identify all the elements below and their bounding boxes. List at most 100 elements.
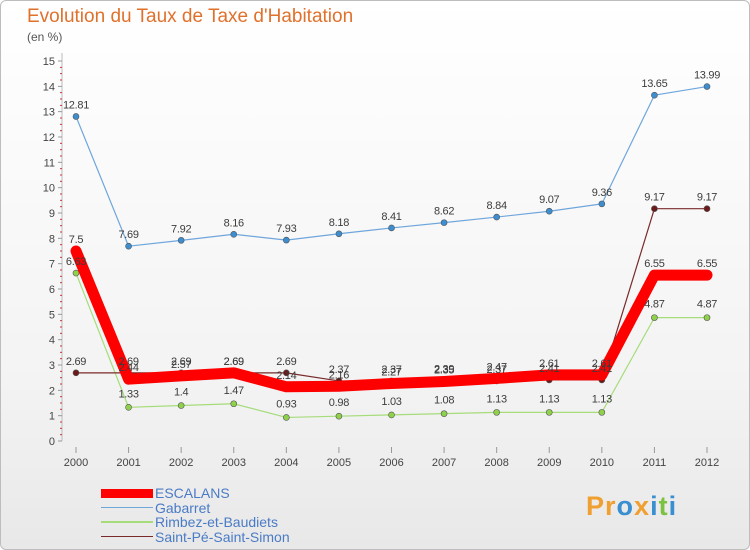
x-tick-label: 2002 bbox=[169, 457, 193, 469]
brand-part: o bbox=[616, 491, 635, 521]
data-label: 2.69 bbox=[224, 356, 244, 368]
data-label: 6.63 bbox=[66, 256, 86, 268]
data-label: 2.27 bbox=[381, 366, 401, 378]
series-point-0 bbox=[125, 375, 133, 383]
y-tick-label: 4 bbox=[49, 335, 55, 347]
series-point-0 bbox=[335, 382, 343, 390]
series-point-1 bbox=[230, 230, 238, 238]
data-label: 4.87 bbox=[644, 299, 664, 311]
y-tick-label: 0 bbox=[49, 436, 55, 448]
series-point-0 bbox=[177, 372, 185, 380]
y-tick-label: 2 bbox=[49, 385, 55, 397]
data-label: 9.07 bbox=[539, 194, 559, 206]
series-point-2 bbox=[651, 314, 658, 321]
series-point-2 bbox=[177, 402, 185, 409]
y-tick-label: 11 bbox=[44, 157, 55, 169]
y-tick-label: 10 bbox=[43, 183, 55, 195]
data-label: 2.37 bbox=[487, 364, 507, 376]
series-point-2 bbox=[388, 411, 395, 419]
data-label: 2.35 bbox=[434, 364, 454, 376]
series-point-0 bbox=[388, 379, 395, 387]
data-label: 8.62 bbox=[434, 206, 454, 218]
data-label: 2.57 bbox=[171, 359, 191, 371]
data-label: 2.69 bbox=[224, 356, 244, 368]
series-point-0 bbox=[72, 247, 80, 255]
series-point-3 bbox=[651, 205, 658, 212]
data-label: 2.61 bbox=[539, 358, 559, 370]
data-label: 7.5 bbox=[69, 234, 84, 246]
chart-subtitle: (en %) bbox=[27, 30, 63, 44]
data-label: 1.47 bbox=[224, 385, 244, 397]
data-label: 2.69 bbox=[66, 356, 86, 368]
data-label: 2.41 bbox=[539, 363, 559, 375]
data-label: 2.37 bbox=[381, 364, 401, 376]
legend-label: ESCALANS bbox=[155, 485, 230, 501]
brand-part: x bbox=[634, 491, 651, 521]
y-tick-label: 3 bbox=[49, 360, 55, 372]
x-tick-label: 2001 bbox=[116, 457, 140, 469]
y-tick-label: 14 bbox=[43, 81, 55, 93]
brand-part: Pr bbox=[586, 491, 617, 521]
data-label: 7.69 bbox=[118, 229, 138, 241]
x-tick-label: 2010 bbox=[590, 457, 614, 469]
series-point-2 bbox=[125, 404, 132, 411]
series-point-2 bbox=[703, 314, 711, 321]
series-point-1 bbox=[493, 213, 500, 221]
data-label: 2.69 bbox=[118, 356, 138, 368]
data-label: 2.16 bbox=[329, 369, 349, 381]
brand-part: t bbox=[658, 491, 669, 521]
series-point-2 bbox=[283, 414, 290, 421]
data-label: 2.69 bbox=[276, 356, 296, 368]
x-tick-label: 2011 bbox=[643, 457, 667, 469]
x-tick-label: 2003 bbox=[222, 457, 246, 469]
data-labels: 7.52.44 2.57 2.692.14 2.16 2.27 2.35 2.47 2.61 2… bbox=[63, 70, 721, 411]
series-point-0 bbox=[545, 371, 553, 379]
series-point-1 bbox=[703, 83, 711, 90]
data-label: 0.98 bbox=[329, 397, 349, 409]
data-label: 9.36 bbox=[592, 187, 612, 199]
legend-label: Saint-Pé-Saint-Simon bbox=[155, 528, 290, 545]
x-tick-label: 2000 bbox=[64, 457, 88, 469]
data-label: 2.41 bbox=[592, 363, 612, 375]
series-point-1 bbox=[388, 224, 395, 232]
legend-swatch bbox=[101, 535, 153, 538]
brand-logo: Proxiti bbox=[586, 491, 677, 522]
series-lines bbox=[70, 83, 713, 421]
x-tick-label: 2012 bbox=[695, 457, 719, 469]
series-point-1 bbox=[72, 113, 80, 120]
y-tick-label: 1 bbox=[49, 411, 55, 423]
data-label: 1.33 bbox=[118, 388, 138, 400]
data-label: 8.16 bbox=[224, 217, 244, 229]
series-point-0 bbox=[230, 369, 238, 377]
data-label: 1.08 bbox=[434, 395, 454, 407]
data-label: 0.93 bbox=[276, 398, 296, 410]
y-tick-label: 9 bbox=[49, 208, 55, 220]
x-tick-label: 2008 bbox=[484, 457, 508, 469]
series-point-3 bbox=[283, 369, 290, 377]
chart-title: Evolution du Taux de Taxe d'Habitation bbox=[27, 6, 354, 27]
data-label: 1.13 bbox=[487, 393, 507, 405]
y-tick-label: 7 bbox=[49, 259, 55, 271]
series-point-1 bbox=[125, 242, 132, 250]
x-tick-label: 2005 bbox=[327, 457, 351, 469]
series-point-3 bbox=[72, 369, 80, 377]
data-label: 2.69 bbox=[171, 356, 191, 368]
x-tick-label: 2009 bbox=[537, 457, 561, 469]
data-label: 4.87 bbox=[697, 299, 717, 311]
y-tick-label: 12 bbox=[43, 132, 55, 144]
series-point-2 bbox=[72, 269, 80, 277]
series-point-1 bbox=[335, 230, 343, 238]
legend-label: Rimbez-et-Baudiets bbox=[155, 514, 278, 530]
series-point-0 bbox=[493, 374, 501, 382]
series-point-0 bbox=[282, 383, 290, 391]
series-point-0 bbox=[703, 271, 711, 279]
legend-swatch bbox=[101, 521, 153, 523]
legend-swatch bbox=[101, 506, 153, 509]
x-tick-label: 2007 bbox=[432, 457, 456, 469]
series-point-2 bbox=[440, 410, 448, 417]
series-point-1 bbox=[545, 207, 553, 215]
series-point-1 bbox=[177, 237, 185, 244]
